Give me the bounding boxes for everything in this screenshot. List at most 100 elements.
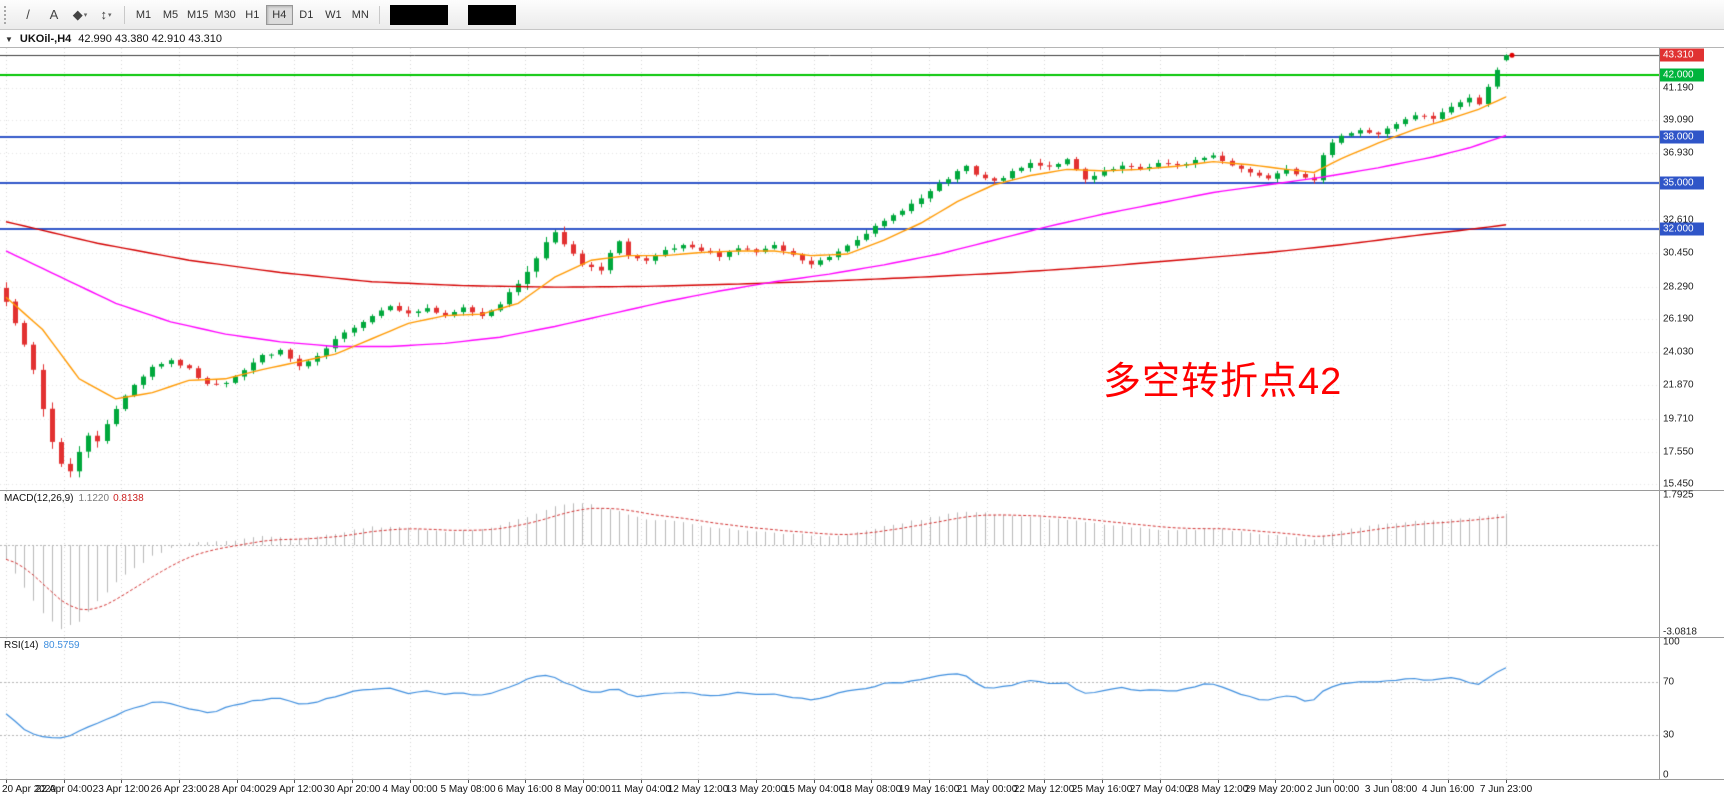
drawing-tools-group: / A ◆ ▾ ↕ ▾ [15,4,119,26]
time-axis-border [0,779,1724,780]
macd-signal-value: 0.8138 [113,493,144,504]
price-level-tag: 32.000 [1660,222,1704,236]
toolbar-grip[interactable] [4,5,11,24]
time-axis-tick-mark [1448,780,1449,783]
time-axis-label: 7 Jun 23:00 [1479,784,1533,795]
rsi-indicator-name: RSI(14) [4,640,39,651]
time-axis-label: 2 Jun 00:00 [1306,784,1360,795]
time-axis-label: 22 Apr 04:00 [35,784,93,795]
time-axis-label: 4 May 00:00 [382,784,438,795]
time-axis-tick-mark [1333,780,1334,783]
timeframe-button-w1[interactable]: W1 [320,5,347,25]
time-axis-tick-mark [1275,780,1276,783]
chart-title-bar: ▼ UKOil-,H4 42.990 43.380 42.910 43.310 [0,31,222,47]
time-axis-label: 23 Apr 12:00 [92,784,150,795]
timeframe-button-m5[interactable]: M5 [157,5,184,25]
time-axis-tick-mark [6,780,7,783]
time-axis-label: 19 May 16:00 [898,784,960,795]
time-axis-tick-mark [929,780,930,783]
price-axis-tick: 28.290 [1663,281,1694,293]
time-axis-label: 20 Apr 2020 [2,784,56,795]
price-axis-tick: 21.870 [1663,379,1694,391]
price-axis-tick: 39.090 [1663,114,1694,126]
price-chart-canvas[interactable] [0,48,1659,490]
text-tool-icon[interactable]: A [41,4,67,26]
shapes-dropdown-icon[interactable]: ◆ ▾ [67,4,93,26]
rsi-canvas[interactable] [0,638,1659,779]
time-axis-label: 21 May 00:00 [956,784,1018,795]
rsi-value: 80.5759 [43,640,80,651]
time-axis-tick-mark [179,780,180,783]
time-axis-label: 22 May 12:00 [1013,784,1075,795]
price-axis-tick: 19.710 [1663,413,1694,425]
timeframe-button-d1[interactable]: D1 [293,5,320,25]
pane-separator[interactable] [0,490,1724,491]
time-axis-label: 6 May 16:00 [497,784,553,795]
time-axis-tick-mark [641,780,642,783]
timeframe-button-h1[interactable]: H1 [239,5,266,25]
time-axis-tick-mark [1044,780,1045,783]
time-axis-tick-mark [871,780,872,783]
rsi-axis-tick: 30 [1663,729,1675,741]
rsi-axis-tick: 70 [1663,676,1675,688]
chart-ohlc-values: 42.990 43.380 42.910 43.310 [78,33,223,45]
rsi-label: RSI(14) 80.5759 [4,640,80,651]
time-axis-label: 15 May 04:00 [783,784,845,795]
time-axis-label: 13 May 20:00 [725,784,787,795]
timeframe-button-h4[interactable]: H4 [265,4,293,25]
time-axis-tick-mark [410,780,411,783]
redacted-block [390,5,448,25]
time-axis-tick-mark [525,780,526,783]
time-axis-label: 26 Apr 23:00 [150,784,208,795]
macd-label: MACD(12,26,9) 1.1220 0.8138 [4,493,144,504]
time-axis-tick-mark [1160,780,1161,783]
chart-top-border [0,47,1724,48]
time-axis-label: 28 May 12:00 [1187,784,1249,795]
time-axis-tick-mark [756,780,757,783]
timeframe-button-m15[interactable]: M15 [184,5,211,25]
time-axis-label: 5 May 08:00 [440,784,496,795]
price-axis-border [1659,48,1660,779]
chart-symbol-period: UKOil-,H4 [19,33,72,45]
time-axis-tick-mark [987,780,988,783]
timeframe-button-mn[interactable]: MN [347,5,374,25]
price-level-tag: 38.000 [1660,130,1704,144]
time-axis-tick-mark [583,780,584,783]
toolbar-separator [124,5,125,24]
timeframe-button-m30[interactable]: M30 [211,5,238,25]
time-axis-tick-mark [1506,780,1507,783]
time-axis-label: 4 Jun 16:00 [1421,784,1475,795]
time-axis-tick-mark [121,780,122,783]
time-axis: 20 Apr 2020 22 Apr 04:00 23 Apr 12:00 26 Ap… [0,780,1724,799]
time-axis-label: 25 May 16:00 [1071,784,1133,795]
chart-annotation-text[interactable]: 多空转折点42 [1103,361,1343,403]
price-level-tag: 35.000 [1660,176,1704,190]
time-axis-label: 29 May 20:00 [1244,784,1306,795]
pane-separator[interactable] [0,637,1724,638]
time-axis-tick-mark [468,780,469,783]
timeframe-button-m1[interactable]: M1 [130,5,157,25]
arrows-dropdown-icon[interactable]: ↕ ▾ [93,4,119,26]
macd-canvas[interactable] [0,491,1659,637]
toolbar: / A ◆ ▾ ↕ ▾ M1 M5 M15 M30 H1 H4 D1 W1 MN [0,0,1724,30]
time-axis-label: 29 Apr 12:00 [265,784,323,795]
price-axis-tick: 24.030 [1663,346,1694,358]
macd-indicator-name: MACD(12,26,9) [4,493,74,504]
macd-axis-max: 1.7925 [1663,489,1694,501]
time-axis-label: 30 Apr 20:00 [323,784,381,795]
time-axis-label: 11 May 04:00 [611,784,671,795]
rsi-axis-tick: 100 [1663,636,1680,648]
price-axis-tick: 30.450 [1663,247,1694,259]
time-axis-tick-mark [814,780,815,783]
time-axis-tick-mark [698,780,699,783]
price-axis-tick: 32.610 [1663,214,1694,226]
timeframe-group: M1 M5 M15 M30 H1 H4 D1 W1 MN [130,4,374,25]
price-axis-tick: 15.450 [1663,478,1694,490]
time-axis-tick-mark [237,780,238,783]
trendline-icon[interactable]: / [15,4,41,26]
collapse-chart-icon[interactable]: ▼ [5,34,13,44]
redacted-block [468,5,516,25]
rsi-axis-tick: 0 [1663,769,1669,781]
time-axis-tick-mark [1102,780,1103,783]
